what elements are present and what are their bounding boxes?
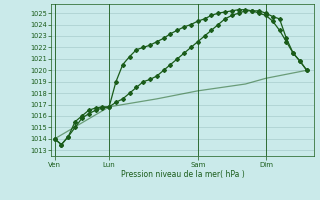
X-axis label: Pression niveau de la mer( hPa ): Pression niveau de la mer( hPa ) (121, 170, 244, 179)
